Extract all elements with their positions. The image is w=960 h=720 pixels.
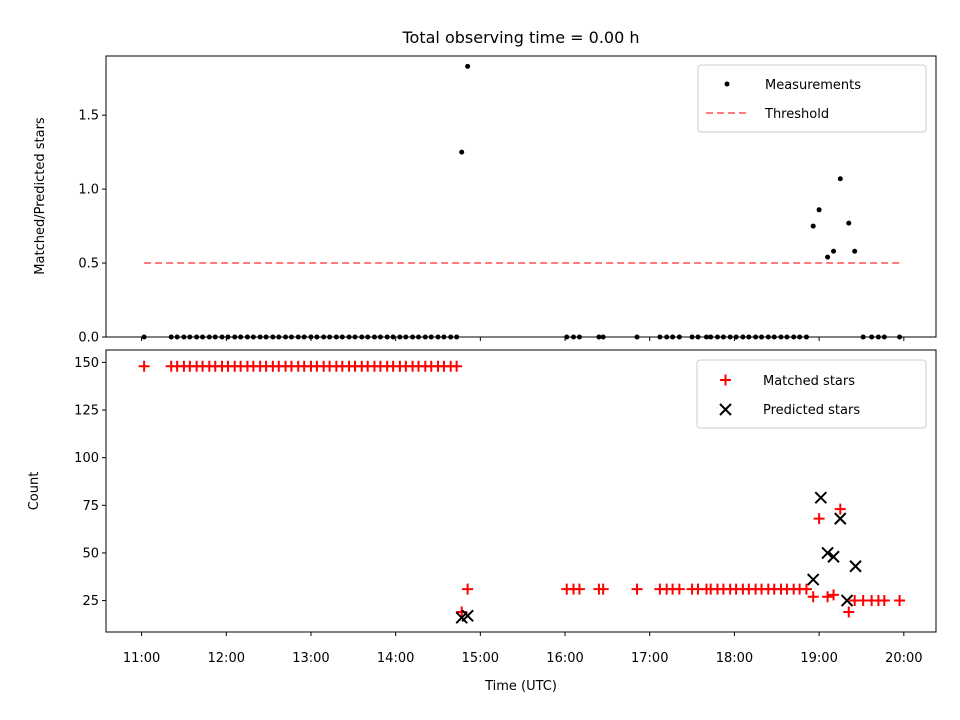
measurement-point — [825, 254, 831, 260]
legend-matched-label: Matched stars — [763, 374, 855, 389]
matched-star-point — [451, 360, 463, 372]
predicted-star-point — [806, 573, 820, 586]
measurement-point — [816, 207, 822, 213]
x-tick-label: 18:00 — [716, 651, 753, 666]
matched-star-point — [673, 583, 685, 595]
matched-star-point — [800, 583, 812, 595]
matched-star-point — [631, 583, 643, 595]
bottom-y-tick-label: 150 — [74, 356, 99, 371]
top-legend: Measurements Threshold — [697, 64, 927, 133]
bottom-legend: Matched stars Predicted stars — [696, 359, 927, 429]
top-y-tick-label: 1.5 — [78, 109, 99, 124]
top-y-tick-label: 1.0 — [78, 183, 99, 198]
matched-star-point — [807, 591, 819, 603]
x-tick-label: 15:00 — [462, 651, 499, 666]
measurement-point — [459, 149, 465, 155]
top-chart-title: Total observing time = 0.00 h — [401, 28, 639, 47]
legend-predicted-label: Predicted stars — [763, 403, 860, 418]
x-tick-label: 16:00 — [546, 651, 583, 666]
measurement-point — [852, 248, 858, 254]
bottom-y-tick-label: 25 — [82, 594, 99, 609]
bottom-y-tick-label: 100 — [74, 451, 99, 466]
matched-star-point — [843, 606, 855, 618]
ratio-panel: 0.0 0.5 1.0 1.5 — [78, 55, 937, 346]
star-count-points — [138, 360, 906, 624]
predicted-star-point — [840, 594, 854, 607]
bottom-y-axis-label: Count — [27, 472, 42, 511]
top-legend-box — [697, 64, 927, 133]
matched-star-point — [822, 591, 834, 603]
measurement-point — [837, 176, 843, 182]
measurement-point — [465, 63, 471, 69]
legend-measurements-label: Measurements — [765, 78, 861, 93]
x-tick-label: 20:00 — [885, 651, 922, 666]
measurement-point — [810, 223, 816, 229]
matched-star-point — [597, 583, 609, 595]
measurement-point — [846, 220, 852, 226]
predicted-star-point — [834, 512, 847, 525]
predicted-star-point — [461, 609, 474, 623]
top-axis-ticks: 0.0 0.5 1.0 1.5 — [78, 109, 905, 346]
legend-threshold-label: Threshold — [764, 107, 829, 122]
legend-predicted-marker — [719, 403, 732, 416]
matched-star-point — [462, 583, 474, 595]
top-axes-frame — [105, 55, 937, 338]
x-tick-label: 11:00 — [123, 651, 160, 666]
top-y-axis-label: Matched/Predicted stars — [33, 117, 48, 275]
x-tick-label: 12:00 — [208, 651, 245, 666]
x-axis-label: Time (UTC) — [484, 679, 557, 694]
count-panel: 25 50 75 100 125 150 11:00 12:00 13:00 14:00 15:00… — [74, 349, 937, 666]
predicted-star-point — [821, 546, 834, 560]
matched-star-point — [828, 589, 840, 601]
bottom-y-tick-label: 125 — [74, 404, 99, 419]
matched-star-point — [456, 606, 468, 618]
bottom-axis-ticks: 25 50 75 100 125 150 11:00 12:00 13:00 14:00 15:00… — [74, 356, 922, 666]
legend-matched-marker — [720, 374, 731, 386]
matched-star-point — [834, 503, 846, 515]
x-tick-label: 14:00 — [377, 651, 414, 666]
predicted-star-point — [827, 550, 840, 563]
matched-star-point — [894, 595, 906, 607]
matched-star-point — [573, 583, 585, 595]
bottom-y-tick-label: 50 — [82, 546, 99, 561]
measurement-point — [831, 248, 837, 254]
matched-star-point — [878, 595, 890, 607]
matched-star-point — [813, 513, 825, 525]
x-tick-label: 17:00 — [631, 651, 668, 666]
matched-star-point — [138, 360, 150, 372]
predicted-star-point — [849, 560, 862, 573]
bottom-legend-box — [696, 359, 927, 429]
x-tick-label: 13:00 — [292, 651, 329, 666]
top-y-tick-label: 0.0 — [78, 331, 99, 346]
top-y-tick-label: 0.5 — [78, 257, 99, 272]
x-tick-label: 19:00 — [800, 651, 837, 666]
predicted-star-point — [814, 491, 828, 504]
legend-measurement-marker — [724, 81, 730, 87]
bottom-y-tick-label: 75 — [82, 499, 99, 514]
bottom-axes-frame — [105, 349, 937, 633]
